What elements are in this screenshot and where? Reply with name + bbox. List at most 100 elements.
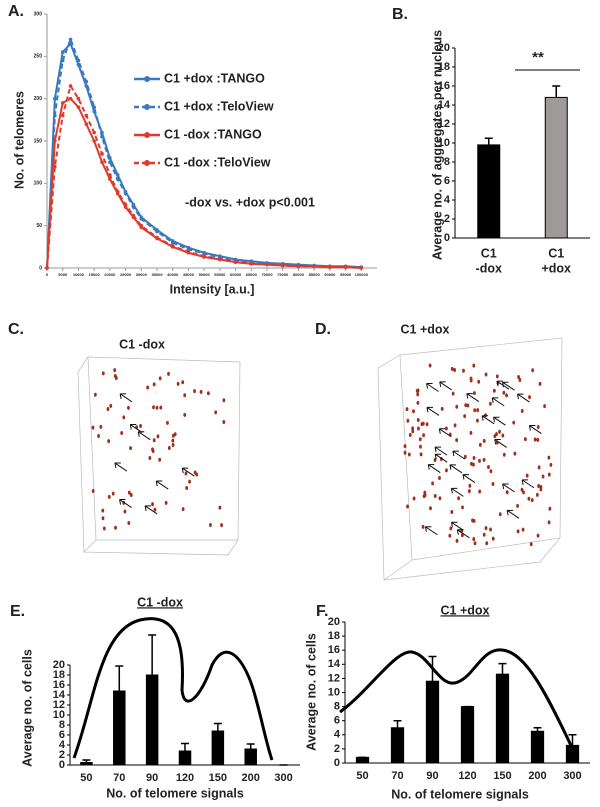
point	[108, 160, 112, 164]
signal-dot	[158, 376, 162, 381]
signal-dot	[476, 408, 480, 413]
signal-dot	[472, 537, 476, 542]
arrow	[452, 450, 466, 460]
trend-curve	[339, 648, 578, 757]
arrow	[424, 526, 438, 536]
bar	[477, 144, 501, 239]
error-bar	[213, 722, 222, 731]
label: 200	[528, 770, 546, 782]
signal-dot	[440, 406, 444, 411]
point	[115, 173, 120, 177]
arrow	[494, 438, 507, 448]
label: 8	[444, 156, 450, 168]
signal-dot	[482, 457, 486, 462]
label: 12	[438, 118, 450, 130]
arrow	[528, 425, 542, 434]
point	[123, 191, 128, 196]
signal-dot	[419, 452, 423, 457]
legend-marker	[144, 132, 150, 138]
label: 10	[438, 137, 450, 149]
signal-dot	[403, 450, 407, 455]
arrow	[119, 393, 133, 403]
signal-dot	[520, 487, 524, 492]
point	[249, 261, 254, 266]
signal-dot	[423, 490, 427, 495]
label: 250	[34, 54, 43, 60]
label: 4	[59, 739, 66, 751]
arrow	[438, 428, 452, 438]
arrow	[491, 397, 505, 407]
signal-dot	[429, 506, 432, 511]
label: 14	[328, 658, 341, 670]
signal-dot	[193, 470, 197, 475]
signal-dot	[403, 444, 407, 449]
point	[265, 262, 269, 267]
signal-dot	[167, 445, 171, 450]
signal-dot	[129, 446, 132, 451]
arrow	[502, 483, 515, 493]
signal-dot	[547, 520, 551, 525]
arrow	[481, 415, 495, 425]
signal-dot	[489, 527, 492, 532]
point	[53, 96, 57, 101]
signal-dot	[425, 422, 429, 427]
point	[139, 223, 144, 228]
axis-label: Average no. of cells	[304, 633, 318, 751]
label: 45000	[183, 272, 195, 277]
signal-dot	[525, 473, 529, 478]
label: 0	[444, 232, 450, 244]
label: F.	[316, 603, 328, 620]
signal-dot	[520, 408, 524, 413]
point	[68, 37, 73, 42]
point	[233, 260, 238, 264]
signal-dot	[416, 392, 420, 397]
signal-dot	[222, 398, 226, 403]
signal-dot	[535, 492, 539, 497]
signal-dot	[111, 491, 115, 496]
arrow	[450, 521, 464, 531]
signal-dot	[468, 483, 472, 488]
label: 14	[53, 689, 66, 701]
signal-dot	[537, 483, 541, 488]
signal-dot	[438, 496, 442, 501]
label: No. of telomere signals	[106, 786, 244, 800]
arrow	[466, 393, 480, 402]
signal-dot	[127, 490, 131, 495]
label: 16	[438, 80, 450, 92]
label: C1 +dox :TANGO	[164, 71, 265, 85]
signal-dot	[156, 434, 160, 439]
signal-dot	[220, 523, 223, 528]
point	[280, 263, 285, 268]
signal-dot	[415, 388, 419, 393]
axis-label: No. of telomeres	[12, 91, 26, 189]
signal-dot	[450, 510, 454, 515]
signal-dot	[176, 381, 180, 386]
signal-dot	[93, 392, 97, 397]
error-bar	[393, 719, 402, 728]
signal-dot	[152, 382, 156, 387]
label: 60000	[230, 272, 242, 277]
signal-dot	[549, 462, 553, 467]
label: 0	[59, 759, 65, 771]
signal-dot	[505, 490, 509, 495]
signal-dot	[487, 465, 490, 470]
axis-label: Average no. of aggregates per nucleus	[430, 30, 444, 260]
point	[328, 265, 332, 269]
signal-dot	[523, 437, 527, 442]
signal-dot	[455, 438, 459, 443]
point	[202, 251, 206, 256]
point	[115, 177, 120, 181]
signal-dot	[522, 490, 525, 495]
signal-dot	[530, 498, 534, 503]
arrow	[434, 446, 448, 456]
label: 70000	[261, 272, 273, 277]
label: 0	[334, 757, 340, 769]
signal-dot	[512, 420, 516, 425]
label: 18	[328, 630, 340, 642]
series-line	[46, 97, 362, 269]
label: 5000	[58, 272, 68, 277]
signal-dot	[547, 455, 551, 460]
signal-dot	[155, 405, 159, 410]
label: 18	[438, 61, 450, 73]
